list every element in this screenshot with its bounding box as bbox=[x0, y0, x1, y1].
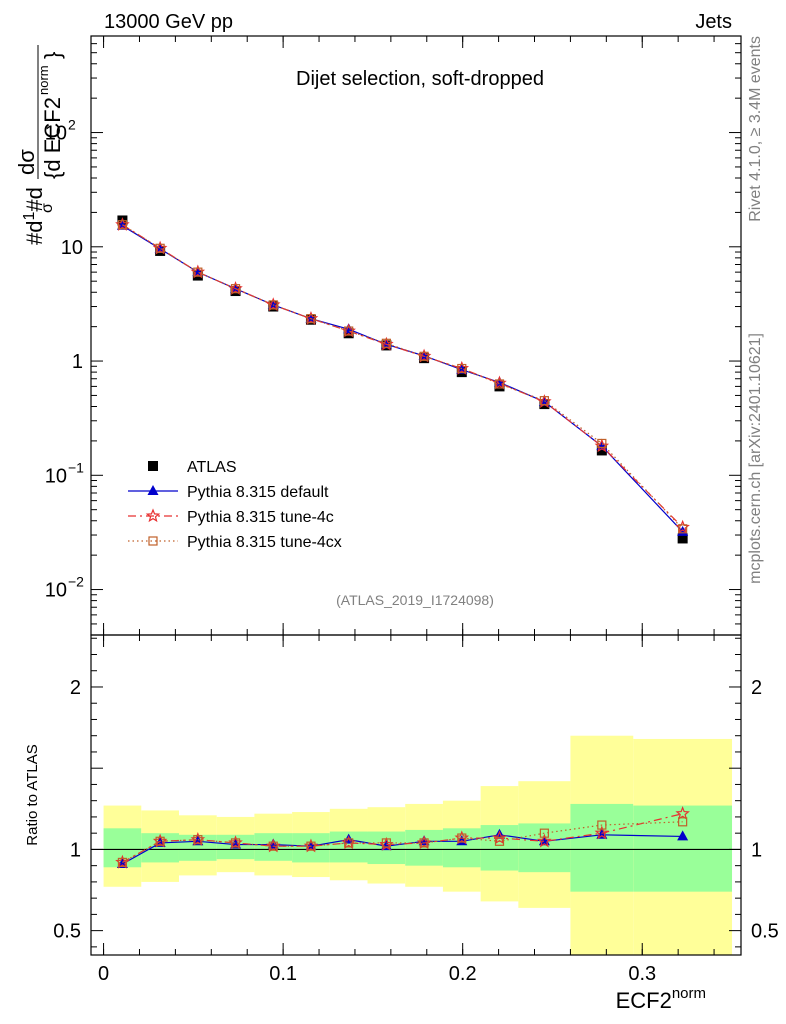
data-point bbox=[596, 445, 607, 456]
ratio-y-tick-label-right: 0.5 bbox=[751, 921, 779, 943]
ratio-point bbox=[675, 806, 690, 820]
x-tick-label: 0.3 bbox=[628, 963, 656, 985]
legend-marker bbox=[148, 536, 158, 546]
data-point bbox=[193, 267, 203, 277]
ratio-y-tick-label-right: 1 bbox=[751, 839, 762, 861]
analysis-id: (ATLAS_2019_I1724098) bbox=[336, 592, 494, 608]
data-point bbox=[344, 326, 354, 336]
data-point bbox=[457, 363, 467, 374]
data-point bbox=[381, 338, 391, 348]
main-title: Dijet selection, soft-dropped bbox=[296, 68, 544, 90]
data-point bbox=[539, 396, 549, 406]
x-tick-label: 0.2 bbox=[449, 963, 477, 985]
ratio-point bbox=[492, 830, 507, 845]
x-tick-label: 0 bbox=[98, 963, 109, 985]
stat-band bbox=[442, 828, 481, 868]
y-tick-label: 10 bbox=[61, 237, 83, 259]
y-label-text: #d1#d bbox=[21, 187, 47, 245]
y-tick-label-exp: −2 bbox=[68, 574, 84, 590]
legend-entry: Pythia 8.315 tune-4c bbox=[128, 508, 334, 526]
ratio-point bbox=[381, 838, 391, 848]
legend-label: Pythia 8.315 tune-4cx bbox=[187, 534, 342, 551]
ratio-point bbox=[677, 830, 689, 841]
ratio-point bbox=[539, 828, 549, 838]
x-tick-label: 0.1 bbox=[269, 963, 297, 985]
y-label-sigma: σ bbox=[39, 203, 56, 213]
legend-entry: Pythia 8.315 tune-4cx bbox=[128, 534, 342, 551]
ratio-y-tick-label-right: 2 bbox=[751, 677, 762, 699]
data-point bbox=[678, 524, 688, 534]
ratio-point bbox=[457, 833, 467, 843]
ratio-point bbox=[419, 838, 429, 848]
ratio-series-pythia-8-315-tune-4cx bbox=[117, 817, 688, 868]
data-point bbox=[677, 533, 688, 544]
header-right: Jets bbox=[695, 11, 732, 33]
ratio-plot-panel: 0.5 0.5 1 1 2 2 0 0.1 0.2 0.3 Ratio to ATLAS ECF2… bbox=[24, 634, 779, 1013]
legend-label: Pythia 8.315 tune-4c bbox=[187, 509, 334, 526]
y-tick-label-sci: 10 bbox=[45, 580, 67, 602]
y-tick-label-exp: 2 bbox=[68, 117, 76, 133]
ratio-y-tick-label-left: 2 bbox=[70, 677, 81, 699]
ratio-point bbox=[117, 857, 128, 868]
legend-entry: ATLAS bbox=[148, 459, 237, 476]
legend-entry: Pythia 8.315 default bbox=[128, 484, 329, 501]
legend-marker bbox=[145, 508, 161, 523]
side-label-bottom: mcplots.cern.ch [arXiv:2401.10621] bbox=[747, 333, 764, 584]
y-label-dsigma: dσ bbox=[14, 149, 39, 175]
data-point bbox=[419, 351, 429, 361]
ratio-y-label: Ratio to ATLAS bbox=[24, 744, 41, 845]
ratio-point bbox=[230, 838, 241, 848]
data-point bbox=[117, 220, 128, 230]
ratio-point bbox=[678, 817, 688, 827]
ratio-frame bbox=[90, 634, 742, 956]
legend-label: ATLAS bbox=[187, 459, 237, 476]
ratio-point bbox=[537, 833, 552, 848]
ratio-y-tick-label-left: 0.5 bbox=[53, 921, 81, 943]
y-tick-label: 1 bbox=[72, 351, 83, 373]
series-line bbox=[122, 224, 684, 530]
ratio-point bbox=[597, 820, 607, 830]
legend-label: Pythia 8.315 default bbox=[187, 484, 329, 501]
data-point bbox=[306, 314, 316, 324]
y-tick-label-sci: 10 bbox=[45, 123, 67, 145]
ratio-point bbox=[268, 841, 278, 851]
x-axis-label: ECF2norm bbox=[616, 985, 706, 1013]
legend-marker bbox=[148, 461, 158, 471]
data-point bbox=[230, 284, 241, 294]
ratio-line bbox=[122, 813, 683, 863]
y-label-denominator: {d ECF2 bbox=[40, 97, 65, 179]
legend-marker bbox=[147, 485, 159, 495]
y-tick-label-sci: 10 bbox=[45, 465, 67, 487]
side-label-top: Rivet 4.1.0, ≥ 3.4M events bbox=[747, 36, 764, 222]
series-pythia-8-315-tune-4cx bbox=[117, 220, 688, 534]
ratio-point bbox=[306, 841, 316, 851]
ratio-point bbox=[594, 825, 610, 840]
series-line bbox=[122, 224, 684, 528]
header-left: 13000 GeV pp bbox=[104, 11, 233, 33]
ratio-point bbox=[193, 835, 203, 845]
main-y-axis-label: #d1#d σ dσ {d ECF2 norm } bbox=[14, 45, 65, 245]
ratio-point bbox=[155, 836, 165, 846]
data-point bbox=[597, 438, 607, 449]
data-point bbox=[494, 379, 505, 389]
y-label-brace: } bbox=[40, 52, 65, 59]
data-point bbox=[155, 243, 165, 253]
data-point bbox=[268, 300, 278, 310]
ratio-y-tick-label-left: 1 bbox=[70, 839, 81, 861]
stat-band bbox=[570, 803, 634, 892]
y-label-norm: norm bbox=[36, 65, 51, 95]
stat-band bbox=[633, 805, 733, 892]
y-tick-label-exp: −1 bbox=[68, 459, 84, 475]
legend: ATLAS Pythia 8.315 default Pythia 8.315 tu… bbox=[128, 459, 342, 551]
ratio-point bbox=[344, 838, 354, 848]
stat-band bbox=[518, 823, 571, 873]
ratio-point bbox=[494, 836, 505, 846]
